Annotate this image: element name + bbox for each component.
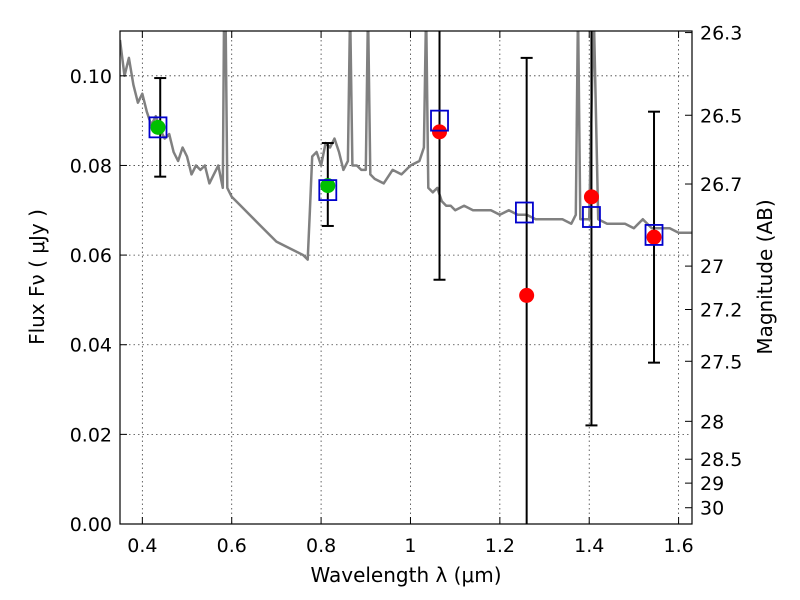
synthetic-flux-box <box>318 179 338 202</box>
right-tick-label: 27.5 <box>700 351 742 373</box>
measured-point <box>646 229 662 245</box>
measured-point <box>519 287 535 303</box>
right-tick-label: 26.5 <box>700 105 742 127</box>
model-spectrum-layer <box>120 31 692 261</box>
right-tick-label: 26.7 <box>700 174 742 196</box>
x-axis: 0.4 0.6 0.8 1 1.2 1.4 1.6 <box>127 31 694 557</box>
synthetic-flux-box <box>430 109 449 132</box>
synthetic-flux-box <box>582 206 601 228</box>
right-tick-label: 26.3 <box>700 23 742 45</box>
right-tick-label: 28 <box>700 411 724 433</box>
measured-point <box>432 124 448 140</box>
plot-frame <box>119 30 693 525</box>
y-tick-label: 0.00 <box>70 514 112 536</box>
y-tick-label: 0.08 <box>70 155 112 177</box>
y-axis-label: Flux Fν ( μJy ) <box>25 209 49 345</box>
synthetic-flux-box <box>515 201 534 224</box>
y-tick-label: 0.10 <box>70 66 112 88</box>
right-tick-label: 27 <box>700 256 724 278</box>
x-tick-label: 0.4 <box>127 535 157 557</box>
synthetic-flux-box <box>644 224 664 246</box>
error-bars <box>154 31 661 524</box>
x-tick-label: 1 <box>404 535 416 557</box>
markers <box>148 109 664 303</box>
x-tick-label: 0.6 <box>217 535 247 557</box>
right-tick-label: 30 <box>700 498 724 520</box>
right-tick-label: 28.5 <box>700 449 742 471</box>
y-tick-label: 0.02 <box>70 424 112 446</box>
model-spectrum-line <box>120 31 692 261</box>
detection-point <box>150 119 166 135</box>
y-axis: 0.00 0.02 0.04 0.06 0.08 0.10 <box>70 66 127 536</box>
x-axis-label: Wavelength λ (μm) <box>310 563 501 587</box>
error-bar <box>433 31 446 281</box>
right-tick-label: 29 <box>700 473 724 495</box>
x-tick-label: 0.8 <box>306 535 336 557</box>
right-axis-label: Magnitude (AB) <box>753 199 777 354</box>
x-tick-label: 1.2 <box>485 535 515 557</box>
measured-point <box>583 189 599 205</box>
grid <box>120 31 692 524</box>
right-magnitude-axis: 26.3 26.5 26.7 27 27.2 27.5 28 28.529 30 <box>685 23 742 520</box>
detection-point <box>320 178 336 194</box>
x-tick-label: 1.6 <box>663 535 693 557</box>
error-bar <box>585 31 598 427</box>
synthetic-flux-box <box>148 116 168 139</box>
y-tick-label: 0.04 <box>70 335 112 357</box>
right-tick-label: 27.2 <box>700 299 742 321</box>
x-tick-label: 1.4 <box>574 535 604 557</box>
y-tick-label: 0.06 <box>70 245 112 267</box>
